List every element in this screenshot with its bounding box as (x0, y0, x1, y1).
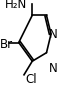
Text: Br: Br (0, 38, 13, 51)
Text: Cl: Cl (26, 73, 37, 85)
Text: H₂N: H₂N (5, 0, 28, 11)
Text: N: N (49, 28, 58, 40)
Text: N: N (49, 62, 58, 74)
